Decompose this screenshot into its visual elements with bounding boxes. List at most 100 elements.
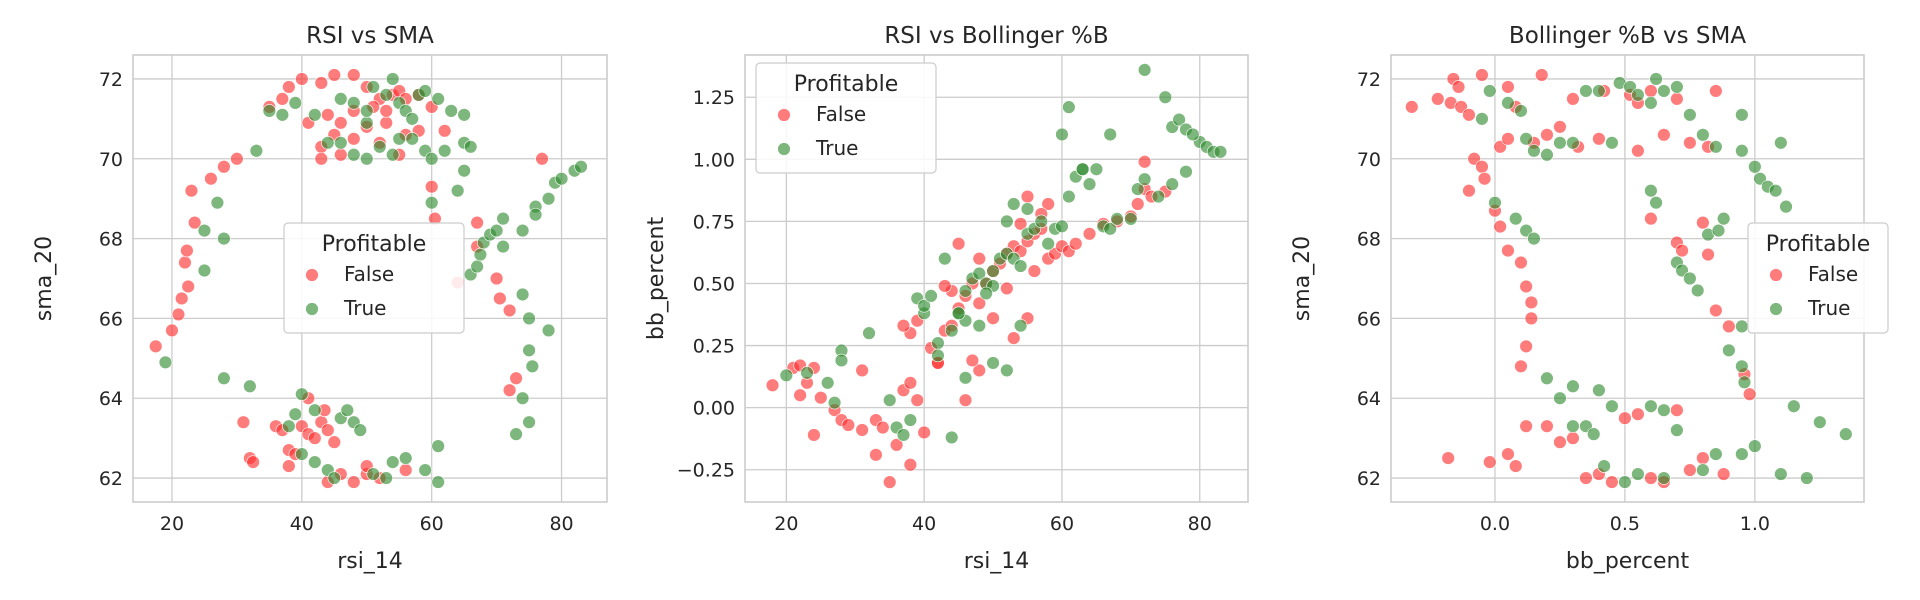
scatter-point-false bbox=[437, 124, 452, 138]
scatter-point-true bbox=[515, 391, 530, 405]
scatter-point-true bbox=[1186, 127, 1200, 142]
scatter-point-true bbox=[1657, 471, 1671, 485]
legend-box bbox=[755, 62, 937, 174]
scatter-point-true bbox=[972, 318, 986, 333]
scatter-point-false bbox=[1493, 219, 1507, 234]
scatter-point-true bbox=[1748, 160, 1762, 174]
scatter-point-true bbox=[424, 152, 439, 166]
scatter-point-true bbox=[1137, 63, 1152, 77]
scatter-point-false bbox=[204, 172, 218, 186]
scatter-point-true bbox=[1151, 189, 1166, 204]
legend-label-true: True bbox=[1807, 296, 1850, 320]
scatter-point-true bbox=[820, 376, 835, 390]
scatter-point-true bbox=[1034, 214, 1048, 229]
scatter-point-true bbox=[924, 289, 938, 303]
scatter-point-false bbox=[1519, 339, 1533, 354]
y-tick-label: 68 bbox=[99, 229, 123, 251]
scatter-point-true bbox=[288, 407, 303, 421]
scatter-point-true bbox=[1683, 108, 1697, 122]
scatter-point-false bbox=[1509, 459, 1523, 473]
scatter-point-true bbox=[1165, 177, 1179, 191]
scatter-point-true bbox=[217, 231, 231, 246]
legend: Profitable False True bbox=[283, 222, 465, 334]
legend-marker-false bbox=[777, 108, 791, 122]
scatter-point-true bbox=[945, 430, 959, 445]
scatter-point-true bbox=[1013, 318, 1028, 333]
scatter-point-false bbox=[1000, 281, 1014, 296]
scatter-point-false bbox=[972, 363, 986, 378]
y-tick-label: 64 bbox=[99, 388, 123, 410]
scatter-point-false bbox=[1007, 331, 1021, 345]
scatter-point-true bbox=[360, 152, 374, 166]
scatter-point-true bbox=[958, 284, 973, 298]
scatter-point-true bbox=[243, 379, 257, 393]
scatter-point-false bbox=[1644, 211, 1658, 226]
scatter-point-true bbox=[1748, 439, 1762, 453]
scatter-point-false bbox=[814, 391, 828, 405]
scatter-point-true bbox=[347, 148, 361, 162]
scatter-point-false bbox=[347, 132, 361, 146]
y-tick-label: 70 bbox=[1357, 149, 1381, 171]
scatter-point-true bbox=[986, 264, 1000, 278]
scatter-point-true bbox=[470, 259, 484, 274]
scatter-point-false bbox=[958, 393, 973, 407]
scatter-point-true bbox=[386, 72, 400, 86]
legend: Profitable False True bbox=[755, 62, 937, 174]
scatter-point-true bbox=[496, 239, 510, 254]
scatter-point-true bbox=[1000, 363, 1014, 378]
legend-label-true: True bbox=[343, 296, 386, 320]
scatter-point-true bbox=[431, 92, 445, 106]
scatter-point-false bbox=[1501, 80, 1515, 94]
scatter-point-true bbox=[457, 164, 471, 178]
scatter-point-false bbox=[1441, 451, 1455, 465]
scatter-point-true bbox=[1670, 423, 1684, 437]
scatter-point-true bbox=[1137, 172, 1152, 186]
legend: Profitable False True bbox=[1747, 222, 1889, 334]
scatter-point-true bbox=[1735, 359, 1749, 374]
scatter-point-true bbox=[1631, 88, 1645, 102]
scatter-point-true bbox=[379, 88, 393, 102]
scatter-point-true bbox=[541, 191, 556, 206]
scatter-point-true bbox=[405, 112, 419, 126]
scatter-point-true bbox=[1649, 195, 1663, 210]
scatter-point-false bbox=[972, 296, 986, 311]
scatter-point-false bbox=[986, 311, 1000, 325]
y-tick-label: 64 bbox=[1357, 388, 1381, 410]
scatter-point-true bbox=[1213, 145, 1228, 159]
scatter-point-true bbox=[473, 247, 488, 262]
scatter-point-true bbox=[1644, 399, 1658, 413]
scatter-point-true bbox=[418, 84, 432, 98]
scatter-point-false bbox=[1514, 255, 1528, 270]
scatter-point-false bbox=[951, 237, 966, 251]
scatter-point-true bbox=[938, 251, 952, 266]
scatter-point-false bbox=[509, 371, 523, 385]
scatter-point-true bbox=[903, 413, 918, 427]
scatter-point-true bbox=[541, 323, 556, 338]
scatter-point-true bbox=[1055, 127, 1069, 142]
legend-label-false: False bbox=[1808, 262, 1858, 286]
scatter-point-false bbox=[1618, 411, 1632, 425]
scatter-point-false bbox=[174, 291, 189, 306]
scatter-point-true bbox=[1509, 211, 1523, 226]
chart-title: Bollinger %B vs SMA bbox=[1509, 23, 1746, 49]
scatter-point-true bbox=[1514, 104, 1528, 118]
scatter-point-true bbox=[431, 475, 445, 489]
scatter-point-true bbox=[308, 108, 322, 122]
scatter-point-true bbox=[334, 136, 348, 150]
scatter-point-true bbox=[522, 415, 536, 429]
x-tick-label: 40 bbox=[290, 513, 314, 535]
scatter-point-true bbox=[917, 299, 931, 313]
legend-box bbox=[283, 222, 465, 334]
scatter-point-false bbox=[181, 279, 195, 294]
scatter-point-true bbox=[275, 108, 290, 122]
scatter-point-true bbox=[1103, 222, 1117, 236]
scatter-point-true bbox=[366, 80, 380, 94]
scatter-point-true bbox=[1007, 197, 1021, 211]
scatter-point-false bbox=[1579, 471, 1593, 485]
scatter-point-false bbox=[187, 215, 202, 230]
scatter-point-false bbox=[1701, 247, 1715, 262]
scatter-point-false bbox=[1137, 155, 1152, 169]
scatter-point-true bbox=[1082, 177, 1097, 191]
scatter-point-false bbox=[308, 431, 322, 445]
scatter-point-false bbox=[1631, 407, 1645, 421]
